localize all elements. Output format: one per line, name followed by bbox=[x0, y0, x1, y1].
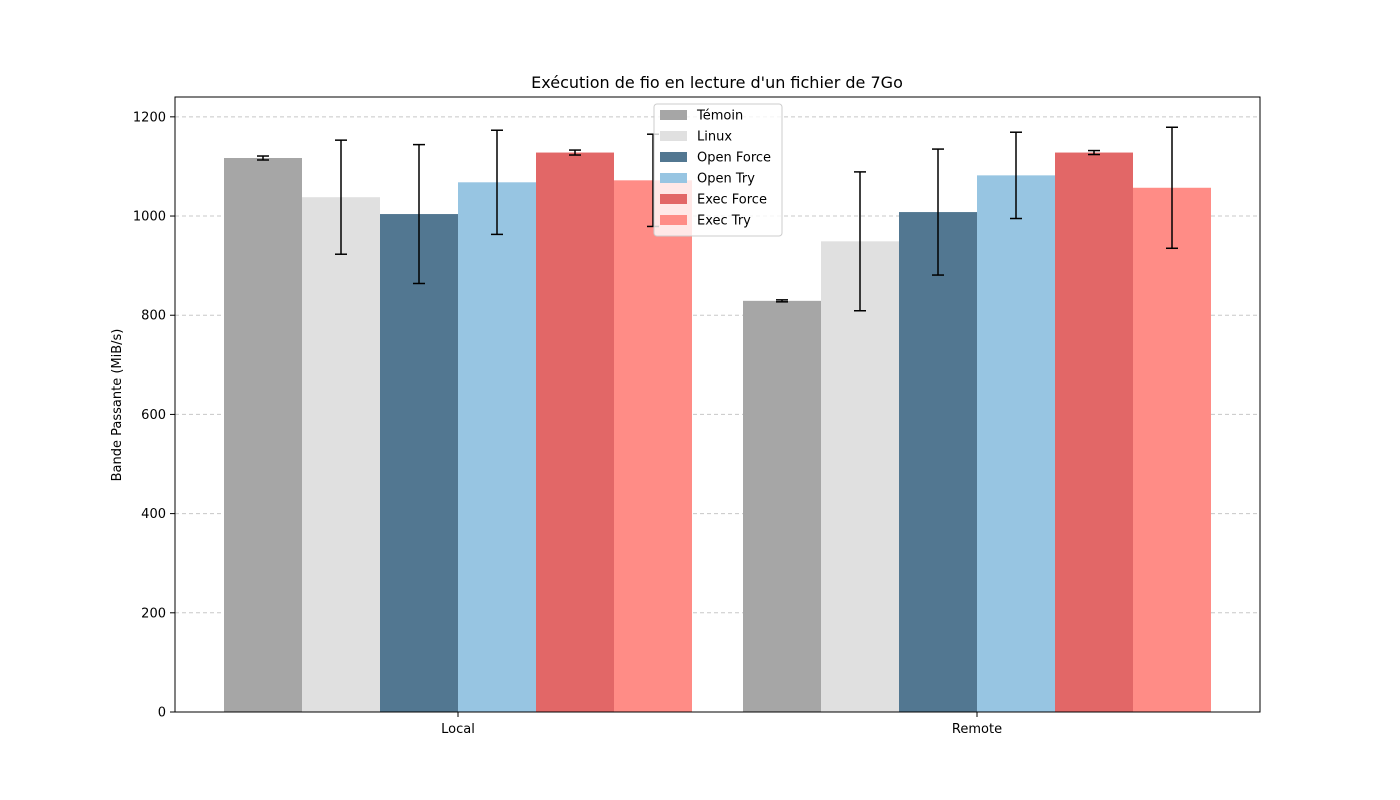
bar bbox=[1133, 187, 1211, 713]
bar bbox=[458, 182, 536, 712]
bar bbox=[536, 152, 614, 712]
legend-label: Exec Force bbox=[697, 193, 767, 208]
bar bbox=[899, 212, 977, 712]
bar bbox=[743, 300, 821, 712]
plot-area-frame bbox=[174, 96, 1261, 713]
bar bbox=[614, 180, 692, 713]
chart-title: Exécution de fio en lecture d'un fichier… bbox=[531, 73, 903, 92]
x-axis: Local Remote bbox=[441, 712, 1002, 737]
bar bbox=[1055, 152, 1133, 712]
legend: Témoin Linux Open Force Open Try Exec Force E… bbox=[653, 103, 783, 237]
y-tick-label: 400 bbox=[141, 507, 166, 522]
y-tick-label: 800 bbox=[141, 309, 166, 324]
y-tick-label: 200 bbox=[141, 606, 166, 621]
bar bbox=[821, 241, 899, 713]
legend-label: Open Force bbox=[697, 151, 771, 166]
bar bbox=[380, 214, 458, 712]
legend-swatch bbox=[660, 110, 687, 120]
y-axis: 0 200 400 600 800 1000 1200 bbox=[133, 110, 175, 721]
y-tick-label: 1000 bbox=[133, 210, 166, 225]
legend-label: Exec Try bbox=[697, 214, 751, 229]
y-tick-label: 0 bbox=[158, 706, 166, 721]
legend-label: Open Try bbox=[697, 172, 755, 187]
bars bbox=[224, 152, 1211, 713]
x-tick-label: Local bbox=[441, 722, 475, 737]
bar bbox=[977, 175, 1055, 712]
legend-swatch bbox=[660, 194, 687, 204]
legend-swatch bbox=[660, 173, 687, 183]
error-bars bbox=[257, 126, 1178, 312]
legend-swatch bbox=[660, 152, 687, 162]
legend-label: Linux bbox=[697, 130, 732, 145]
legend-swatch bbox=[660, 131, 687, 141]
y-tick-label: 1200 bbox=[133, 110, 166, 125]
y-tick-label: 600 bbox=[141, 408, 166, 423]
bar bbox=[302, 197, 380, 712]
legend-swatch bbox=[660, 215, 687, 225]
legend-label: Témoin bbox=[696, 109, 743, 124]
y-axis-label: Bande Passante (MiB/s) bbox=[110, 329, 125, 482]
x-tick-label: Remote bbox=[952, 722, 1002, 737]
bar bbox=[224, 158, 302, 712]
